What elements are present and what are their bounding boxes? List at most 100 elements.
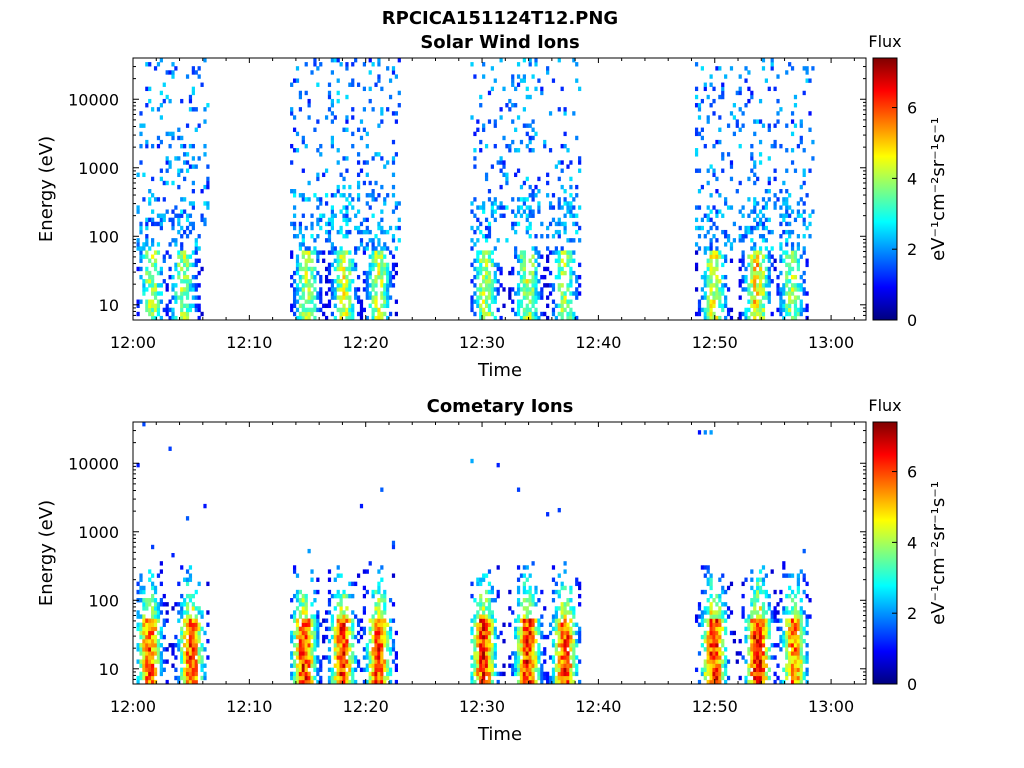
heatmap-cell bbox=[779, 107, 783, 112]
heatmap-cell bbox=[484, 279, 489, 284]
heatmap-cell bbox=[307, 548, 311, 554]
heatmap-cell bbox=[715, 266, 719, 272]
heatmap-cell bbox=[522, 598, 526, 603]
heatmap-cell bbox=[764, 655, 768, 660]
heatmap-cell bbox=[790, 643, 795, 648]
heatmap-cell bbox=[531, 279, 535, 284]
heatmap-cell bbox=[479, 638, 483, 644]
heatmap-cell bbox=[174, 266, 178, 272]
heatmap-cell bbox=[758, 638, 763, 644]
heatmap-cell bbox=[502, 638, 506, 644]
heatmap-cell bbox=[162, 258, 166, 263]
heatmap-cell bbox=[493, 217, 497, 223]
heatmap-cell bbox=[354, 679, 358, 685]
heatmap-cell bbox=[522, 209, 526, 214]
heatmap-cell bbox=[761, 589, 766, 595]
heatmap-cell bbox=[753, 630, 757, 636]
heatmap-cell bbox=[362, 585, 366, 591]
heatmap-cell bbox=[145, 287, 149, 292]
heatmap-cell bbox=[569, 160, 573, 165]
heatmap-cell bbox=[368, 303, 372, 309]
heatmap-cell bbox=[522, 270, 526, 276]
heatmap-cell bbox=[790, 287, 795, 292]
heatmap-cell bbox=[348, 647, 352, 652]
heatmap-cell bbox=[793, 634, 798, 640]
heatmap-cell bbox=[753, 634, 757, 640]
heatmap-cell bbox=[479, 630, 483, 636]
heatmap-cell bbox=[388, 295, 393, 300]
heatmap-cell bbox=[697, 303, 702, 309]
heatmap-cell bbox=[203, 152, 207, 157]
heatmap-cell bbox=[514, 127, 518, 132]
heatmap-cell bbox=[715, 279, 719, 284]
heatmap-cell bbox=[525, 315, 529, 321]
heatmap-cell bbox=[136, 311, 140, 317]
heatmap-cell bbox=[499, 160, 503, 165]
heatmap-cell bbox=[802, 279, 806, 284]
heatmap-cell bbox=[359, 303, 364, 309]
heatmap-cell bbox=[779, 287, 783, 292]
heatmap-cell bbox=[168, 266, 172, 272]
heatmap-cell bbox=[718, 622, 722, 627]
heatmap-cell bbox=[551, 589, 556, 595]
heatmap-cell bbox=[295, 258, 300, 263]
heatmap-cell bbox=[183, 152, 187, 157]
heatmap-cell bbox=[802, 630, 806, 636]
heatmap-cell bbox=[709, 74, 713, 79]
heatmap-cell bbox=[380, 565, 384, 570]
heatmap-cell bbox=[171, 74, 175, 79]
heatmap-cell bbox=[756, 221, 760, 227]
heatmap-cell bbox=[368, 58, 372, 63]
heatmap-cell bbox=[191, 651, 195, 656]
heatmap-cell bbox=[342, 618, 346, 623]
heatmap-cell bbox=[301, 626, 305, 632]
heatmap-cell bbox=[703, 565, 707, 570]
heatmap-cell bbox=[764, 675, 768, 681]
heatmap-cell bbox=[753, 679, 757, 685]
heatmap-cell bbox=[753, 250, 757, 255]
heatmap-cell bbox=[554, 164, 558, 169]
heatmap-cell bbox=[528, 291, 532, 296]
heatmap-cell bbox=[726, 307, 731, 313]
heatmap-cell bbox=[354, 225, 358, 231]
heatmap-cell bbox=[377, 78, 381, 83]
heatmap-cell bbox=[516, 258, 521, 263]
heatmap-cell bbox=[715, 287, 719, 292]
heatmap-cell bbox=[767, 291, 771, 296]
heatmap-cell bbox=[516, 565, 521, 570]
heatmap-cell bbox=[371, 262, 375, 268]
heatmap-cell bbox=[796, 651, 800, 656]
heatmap-cell bbox=[342, 593, 346, 599]
heatmap-cell bbox=[479, 262, 483, 268]
heatmap-cell bbox=[145, 606, 149, 611]
heatmap-cell bbox=[174, 283, 178, 288]
heatmap-cell bbox=[560, 675, 564, 681]
heatmap-cell bbox=[490, 679, 494, 685]
heatmap-cell bbox=[377, 238, 381, 243]
heatmap-cell bbox=[525, 197, 529, 202]
heatmap-cell bbox=[490, 643, 494, 648]
heatmap-cell bbox=[721, 82, 725, 87]
heatmap-cell bbox=[572, 671, 576, 677]
heatmap-cell bbox=[397, 225, 401, 231]
heatmap-cell bbox=[572, 270, 576, 276]
heatmap-cell bbox=[575, 295, 579, 300]
heatmap-cell bbox=[718, 291, 722, 296]
heatmap-cell bbox=[578, 86, 582, 92]
heatmap-cell bbox=[753, 655, 757, 660]
heatmap-cell bbox=[484, 295, 489, 300]
heatmap-cell bbox=[715, 258, 719, 263]
heatmap-cell bbox=[316, 176, 320, 182]
heatmap-cell bbox=[715, 638, 719, 644]
heatmap-cell bbox=[304, 655, 308, 660]
heatmap-cell bbox=[761, 123, 766, 128]
heatmap-cell bbox=[758, 279, 763, 284]
heatmap-cell bbox=[540, 291, 544, 296]
heatmap-cell bbox=[391, 209, 396, 214]
heatmap-cell bbox=[543, 266, 547, 272]
heatmap-cell bbox=[790, 299, 795, 304]
heatmap-cell bbox=[301, 291, 305, 296]
heatmap-cell bbox=[793, 311, 798, 317]
heatmap-cell bbox=[516, 291, 521, 296]
heatmap-cell bbox=[560, 671, 564, 677]
